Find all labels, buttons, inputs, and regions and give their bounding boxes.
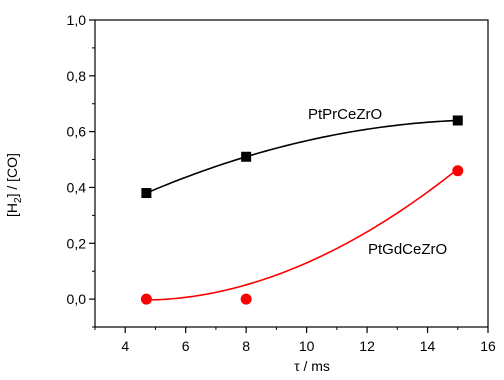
plot-area [94,19,489,328]
y-tick-label: 0,6 [67,124,87,140]
x-tick-label: 6 [182,338,190,354]
x-tick-label: 4 [121,338,129,354]
y-tick-label: 0,4 [67,179,87,195]
data-point-ptgdcezro [452,165,464,177]
data-point-ptgdcezro [240,293,252,305]
y-tick-label: 0,0 [67,291,87,307]
axis-ticks [89,19,489,333]
fit-line-ptgdcezro [146,168,459,301]
x-tick-label: 10 [299,338,315,354]
y-axis-title-prefix: [H [4,203,20,217]
x-tick-label: 12 [359,338,375,354]
data-markers [140,115,464,305]
y-tick-label: 0,2 [67,235,87,251]
x-axis-title: τ / ms [294,358,330,374]
plot-border [94,19,489,328]
y-axis-title-suffix: ] / [CO] [4,153,20,197]
x-tick-label: 16 [480,338,496,354]
data-point-ptprcezro [241,151,252,162]
x-tick-label: 8 [242,338,250,354]
y-axis-title-subscript: 2 [13,197,24,203]
fit-line-ptprcezro [146,119,458,194]
series-label-ptprcezro: PtPrCeZrO [308,106,382,123]
fit-lines [146,119,459,301]
tick-labels: 4 6 8 10 12 14 16 0,0 0,2 0,4 0,6 0,8 1,0 [67,12,496,354]
y-tick-label: 1,0 [67,12,87,28]
series-label-ptgdcezro: PtGdCeZrO [368,241,447,258]
data-point-ptprcezro [141,188,152,199]
x-tick-label: 14 [420,338,436,354]
y-axis-title: [H2] / [CO] [4,153,24,217]
data-point-ptprcezro [452,115,463,126]
y-tick-label: 0,8 [67,68,87,84]
data-point-ptgdcezro [140,293,152,305]
